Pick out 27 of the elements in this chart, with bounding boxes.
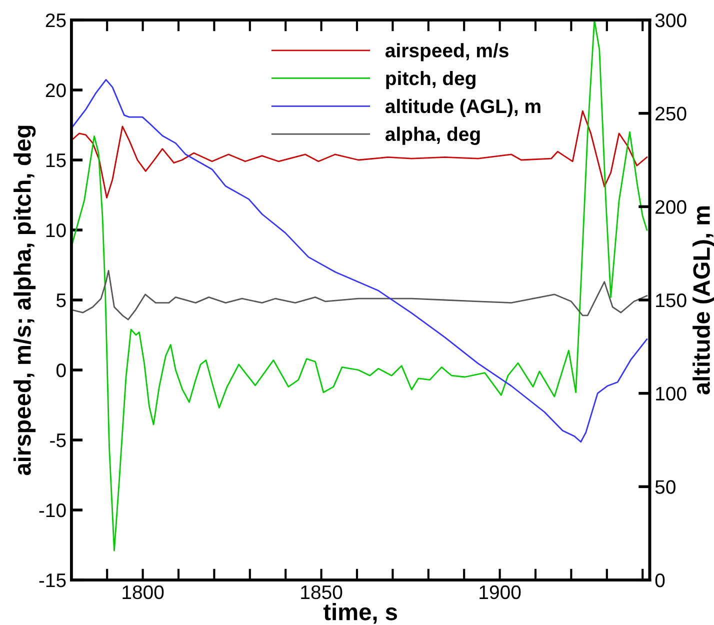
y-tick-label: -15: [39, 574, 66, 588]
legend-label: altitude (AGL), m: [385, 98, 540, 118]
y2-tick-label: 200: [656, 200, 686, 214]
y2-tick-label: 150: [656, 293, 686, 308]
y-tick-label: -10: [39, 503, 66, 518]
line-series: [71, 270, 648, 320]
legend-label: pitch, deg: [386, 70, 476, 90]
y-tick-label: 20: [46, 83, 66, 98]
y-tick-label: 5: [56, 294, 66, 308]
y2-tick-label: 100: [656, 386, 686, 401]
x-tick-label: 1900: [480, 585, 521, 600]
y2-tick-label: 300: [655, 13, 686, 28]
legend-label: alpha, deg: [385, 126, 480, 145]
line-series: [71, 20, 648, 552]
x-axis-title: time, s: [323, 602, 398, 624]
y2-tick-label: 250: [656, 106, 686, 121]
y2-tick-label: 50: [655, 480, 676, 494]
y-tick-label: 25: [46, 13, 66, 28]
y-tick-label: 10: [46, 223, 66, 238]
legend-label: airspeed, m/s: [385, 43, 508, 62]
y-tick-label: 15: [46, 154, 66, 168]
x-tick-label: 1850: [301, 585, 342, 600]
y-tick-label: 0: [56, 363, 66, 378]
y-axis-title: airspeed, m/s; alpha, pitch, deg: [14, 126, 36, 476]
x-tick-label: 1800: [122, 585, 164, 600]
y2-tick-label: 0: [655, 573, 665, 588]
y-tick-label: -5: [50, 434, 66, 448]
